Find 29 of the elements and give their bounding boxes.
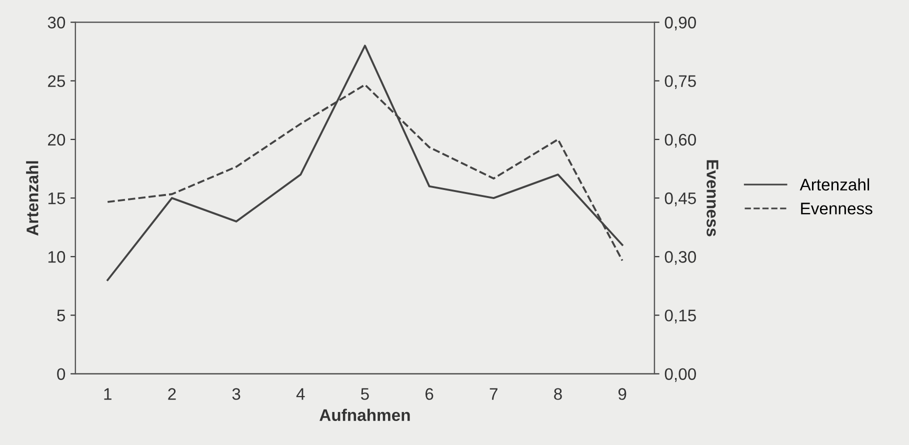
x-tick-label: 6 xyxy=(426,388,434,400)
x-tick-label: 1 xyxy=(104,388,112,400)
y2-tick-label: 0,15 xyxy=(664,310,696,324)
y-tick-label: 5 xyxy=(57,310,66,322)
y-tick-label: 15 xyxy=(48,192,66,204)
y2-tick-label: 0,00 xyxy=(664,368,696,382)
y2-tick-label: 0,30 xyxy=(664,251,696,265)
y-tick-label: 25 xyxy=(48,75,66,88)
y-axis-title: Artenzahl xyxy=(26,161,38,236)
x-tick-label: 5 xyxy=(360,388,369,400)
y2-tick-label: 0,60 xyxy=(664,134,696,148)
y-tick-label: 30 xyxy=(48,16,66,28)
y2-axis-title: Evenness xyxy=(706,160,718,236)
y-tick-label: 10 xyxy=(48,251,66,263)
y2-tick-label: 0,75 xyxy=(664,75,696,90)
legend-label: Artenzahl xyxy=(800,178,870,191)
x-tick-label: 8 xyxy=(554,388,562,400)
x-axis-title: Aufnahmen xyxy=(320,408,410,422)
x-tick-label: 4 xyxy=(296,388,305,400)
y-tick-label: 0 xyxy=(57,368,66,380)
x-tick-label: 2 xyxy=(168,388,176,400)
x-tick-label: 3 xyxy=(232,388,240,400)
y2-tick-label: 0,90 xyxy=(664,16,696,30)
y2-tick-label: 0,45 xyxy=(664,192,696,206)
legend-label: Evenness xyxy=(801,202,872,214)
y-tick-label: 20 xyxy=(48,134,66,146)
x-tick-label: 7 xyxy=(490,388,498,400)
x-tick-label: 9 xyxy=(618,388,626,400)
line-series xyxy=(106,44,624,282)
